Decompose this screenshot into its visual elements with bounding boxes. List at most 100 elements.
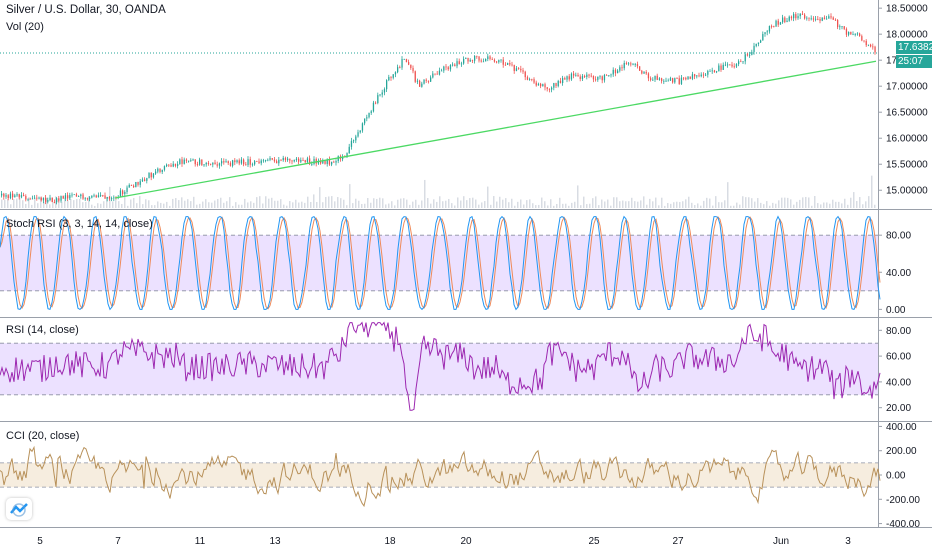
volume-bar (349, 184, 351, 208)
volume-bar (790, 199, 792, 208)
volume-bar (505, 198, 507, 208)
volume-bar (793, 204, 795, 208)
rsi-label[interactable]: RSI (14, close) (6, 324, 79, 336)
candle (390, 76, 392, 78)
candle (469, 59, 471, 62)
candle (854, 34, 856, 35)
trendline (114, 60, 877, 199)
volume-bar (841, 203, 843, 208)
candle (51, 197, 53, 202)
volume-bar (316, 202, 318, 208)
candle (346, 153, 348, 157)
volume-bar (451, 203, 453, 208)
volume-bar (34, 198, 36, 208)
volume-bar (865, 201, 867, 208)
tradingview-logo[interactable] (6, 498, 32, 520)
volume-bar (694, 205, 696, 208)
symbol-title[interactable]: Silver / U.S. Dollar, 30, OANDA (6, 4, 166, 16)
candle (746, 54, 749, 56)
volume-bar (136, 203, 138, 208)
candle (845, 28, 848, 35)
candle (716, 71, 718, 73)
volume-bar (100, 203, 102, 208)
candle (577, 74, 579, 77)
volume-bar (358, 200, 360, 208)
candle (29, 198, 31, 200)
volume-bar (142, 204, 144, 208)
stoch-tick-label: 40.00 (886, 268, 911, 279)
volume-bar (283, 204, 285, 208)
candle (586, 74, 588, 77)
stoch-rsi-label[interactable]: Stoch RSI (3, 3, 14, 14, close) (6, 218, 153, 230)
volume-bar (91, 204, 93, 208)
candle (520, 68, 522, 71)
candle (300, 159, 302, 162)
volume-bar (367, 198, 369, 208)
candle (280, 159, 282, 161)
volume-bar (151, 205, 153, 208)
candle (353, 140, 355, 142)
candle (643, 72, 645, 74)
stoch-tick-label: 80.00 (886, 231, 911, 242)
candle (606, 74, 608, 76)
candle (623, 63, 625, 69)
candle (238, 160, 240, 164)
candle (364, 118, 366, 124)
volume-bar (169, 205, 171, 208)
volume-bar (799, 199, 801, 208)
candle (423, 79, 425, 84)
volume-bar (628, 201, 630, 208)
volume-bar (676, 201, 678, 208)
candle (335, 161, 337, 163)
candle (863, 40, 865, 42)
candle (383, 89, 386, 93)
time-axis-label: Jun (773, 536, 789, 547)
volume-bar (775, 203, 777, 208)
volume-bar (760, 202, 762, 208)
volume-bar (499, 196, 501, 208)
candle (205, 162, 207, 165)
candle (276, 161, 278, 164)
candle (67, 195, 69, 199)
volume-bar (115, 199, 117, 208)
volume-bar (550, 199, 552, 208)
volume-bar (616, 197, 618, 208)
cci-label[interactable]: CCI (20, close) (6, 430, 80, 442)
candle (542, 84, 544, 87)
volume-bar (97, 203, 99, 208)
volume-bar (523, 204, 525, 208)
volume-bar (319, 187, 321, 208)
candle (821, 17, 823, 21)
volume-bar (739, 204, 741, 208)
volume-bar (493, 196, 495, 208)
volume-bar (85, 201, 87, 208)
candle (185, 159, 188, 161)
candle (491, 59, 493, 60)
candle (478, 56, 480, 61)
cci-tick-label: 0.00 (886, 471, 906, 482)
candle (592, 76, 595, 80)
candle (333, 161, 335, 163)
volume-bar (382, 198, 384, 208)
volume-label[interactable]: Vol (20) (6, 21, 44, 33)
candle (71, 194, 73, 196)
candle (597, 76, 599, 80)
candle (441, 70, 443, 72)
volume-bar (634, 201, 636, 208)
volume-bar (706, 197, 708, 208)
candle (192, 159, 194, 161)
candle (740, 61, 742, 63)
volume-bar (718, 202, 720, 208)
candle (526, 77, 529, 80)
volume-bar (181, 197, 183, 208)
volume-bar (322, 202, 324, 208)
candle (474, 55, 476, 61)
time-axis-label: 20 (460, 536, 472, 547)
volume-bar (154, 205, 156, 208)
candle (656, 75, 658, 80)
candle (14, 195, 16, 198)
price-tick-label: 17.00000 (886, 82, 928, 93)
volume-bar (703, 200, 705, 208)
